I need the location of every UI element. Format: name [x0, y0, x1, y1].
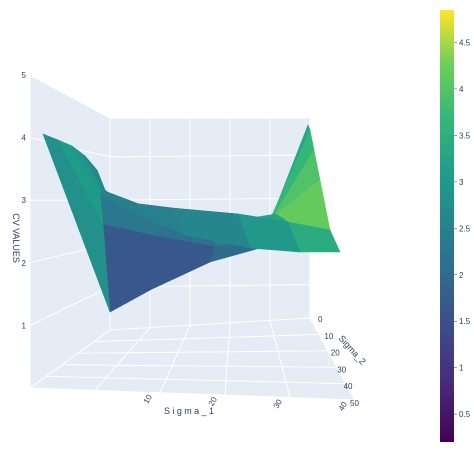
- x-tick-label: 30: [272, 397, 285, 410]
- x-tick-label: 10: [142, 393, 155, 406]
- y-tick-label: 0: [318, 315, 323, 324]
- x-gridline: [269, 320, 291, 398]
- y-tick-label: 40: [344, 382, 353, 391]
- y-gridline: [45, 375, 347, 385]
- z-tick-label: 1: [22, 321, 27, 330]
- z-axis-ticks: 1 2 3 4 5: [22, 71, 27, 330]
- y-tick-label: 30: [337, 365, 346, 374]
- floor-plane: [28, 317, 356, 401]
- z-tick-label: 2: [22, 259, 27, 268]
- y-tick-label: 10: [324, 332, 333, 341]
- z-gridline: [109, 154, 311, 158]
- y-tick-label: 50: [350, 399, 359, 408]
- x-gridline: [224, 322, 231, 396]
- colorbar: 0.5 1 1.5 2 2.5 3 3.5 4 4.5: [440, 10, 471, 442]
- y-tick-label: 20: [331, 349, 340, 358]
- y-gridline: [61, 364, 338, 368]
- surface-patch: [96, 169, 131, 211]
- colorbar-gradient: [440, 10, 454, 442]
- x-gridline: [159, 324, 191, 394]
- colorbar-tick-label: 0.5: [459, 410, 471, 419]
- z-tick-label: 3: [22, 196, 27, 205]
- colorbar-tick-label: 1.5: [459, 317, 471, 326]
- y-axis-ticks: 010 20 30 40 50: [318, 315, 359, 408]
- colorbar-tick-label: 2.5: [459, 224, 471, 233]
- z-gridline: [109, 111, 311, 115]
- z-gridline: [109, 197, 311, 201]
- z-gridline: [29, 286, 111, 326]
- y-gridline: [77, 350, 329, 354]
- z-tick-label: 5: [22, 71, 27, 80]
- x-gridline: [94, 327, 151, 391]
- colorbar-tick-label: 4: [459, 85, 464, 94]
- colorbar-ticks: 0.5 1 1.5 2 2.5 3 3.5 4 4.5: [454, 39, 471, 419]
- colorbar-tick-label: 4.5: [459, 39, 471, 48]
- z-tick-label: 4: [22, 134, 27, 143]
- colorbar-tick-label: 3: [459, 178, 464, 187]
- y-axis-title: Sigma_2: [337, 333, 368, 366]
- z-axis-title: CV VALUES: [11, 213, 21, 263]
- colorbar-tick-label: 1: [459, 364, 464, 373]
- x-axis-title: Sigma_1: [164, 406, 214, 416]
- colorbar-tick-label: 2: [459, 271, 464, 280]
- colorbar-tick-label: 3.5: [459, 131, 471, 140]
- x-tick-label: 40: [337, 400, 350, 413]
- surface-plot: [42, 124, 341, 313]
- z-gridline: [29, 74, 111, 115]
- y-gridline: [93, 333, 320, 343]
